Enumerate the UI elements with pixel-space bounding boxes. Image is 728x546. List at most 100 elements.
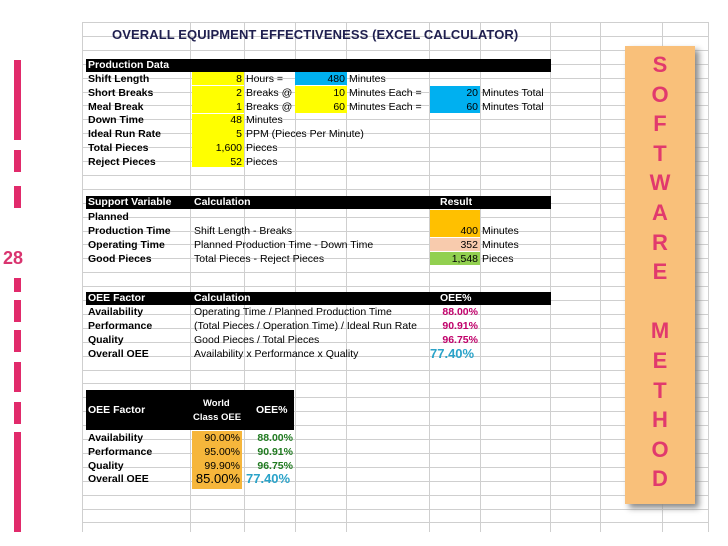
banner-letter: F (653, 111, 667, 137)
production-unit-2: Minutes Each = (349, 86, 422, 99)
support-result: 1,548 (451, 252, 478, 265)
grid-row-line (82, 22, 708, 23)
production-value-3: 60 (466, 100, 478, 113)
world-factor-label: Availability (88, 432, 144, 444)
world-factor-label: Performance (88, 445, 153, 458)
support-result: 400 (460, 225, 478, 237)
production-value-3: 20 (466, 86, 478, 99)
banner-letter: O (651, 81, 669, 107)
grid-col-line (82, 22, 83, 532)
fill-break-total (430, 86, 480, 113)
grid-row-line (82, 49, 708, 51)
production-value: 2 (236, 86, 242, 99)
grid-row-line (82, 327, 708, 329)
left-accent-bar-3 (14, 186, 21, 208)
support-unit: Pieces (482, 252, 514, 265)
fill-shift-minutes (295, 72, 347, 85)
oee-percent: 96.75% (442, 333, 478, 346)
production-unit-2: Minutes Each = (349, 100, 422, 113)
production-unit: Pieces (246, 142, 278, 154)
grid-row-line (82, 397, 708, 399)
world-class-header-1: World (203, 398, 230, 409)
support-result: 352 (460, 238, 478, 251)
grid-row-line (82, 286, 708, 288)
oee-factor-header: OEE Factor (88, 292, 146, 304)
production-header-bar: Production Data (86, 59, 551, 72)
oee-percent: 88.00% (442, 306, 478, 318)
support-label: Operating Time (88, 238, 165, 251)
grid-row-line (82, 35, 708, 37)
grid-col-line (190, 22, 191, 532)
grid-row-line (82, 341, 708, 343)
grid-col-line (600, 22, 601, 532)
support-result-header: Result (440, 196, 473, 208)
production-value-2: 480 (327, 73, 345, 85)
oee-factor-label: Availability (88, 306, 144, 318)
grid-row-line (82, 188, 708, 190)
grid-row-line (82, 161, 708, 162)
support-calculation-header: Calculation (194, 196, 251, 208)
production-unit: Minutes (246, 114, 283, 127)
left-accent-bar-8 (14, 402, 21, 424)
world-oee-value: 90.91% (257, 445, 293, 458)
grid-row-line (82, 313, 708, 315)
world-class-overall: 85.00% (195, 471, 240, 486)
grid-row-line (82, 411, 708, 413)
fill-good-pieces (430, 252, 480, 265)
production-value: 1 (236, 100, 242, 113)
left-accent-bar-4 (14, 278, 21, 292)
support-calculation: Planned Production Time - Down Time (194, 238, 374, 251)
banner-letter: E (652, 259, 668, 285)
support-unit: Minutes (482, 225, 519, 237)
grid-row-line (82, 244, 708, 246)
oee-factor-label: Overall OEE (88, 348, 149, 360)
grid-row-line (82, 174, 708, 176)
grid-row-line (82, 480, 708, 482)
world-factor-label: Overall OEE (88, 473, 149, 485)
banner-letter: H (652, 407, 668, 433)
world-oee-value: 88.00% (257, 432, 293, 444)
support-planned-label: Planned (88, 211, 129, 223)
support-variable-header: Support Variable (88, 196, 172, 208)
grid-row-line (82, 452, 708, 454)
grid-row-line (82, 466, 708, 468)
production-label: Ideal Run Rate (88, 128, 161, 141)
overall-oee-percent: 77.40% (430, 346, 475, 361)
banner-letter: W (649, 170, 671, 196)
fill-shift-length (192, 72, 244, 85)
grid-col-line (429, 22, 430, 532)
page-number: 28 (3, 248, 24, 268)
production-unit-3: Minutes Total (482, 86, 544, 99)
grid-col-line (244, 22, 245, 532)
world-class-value: 95.00% (204, 445, 240, 458)
grid-col-line (480, 22, 481, 532)
world-class-value: 99.90% (204, 459, 240, 472)
production-unit: Hours = (246, 73, 284, 85)
grid-col-line (346, 22, 347, 532)
grid-row-line (82, 230, 708, 232)
left-accent-bar-1 (14, 60, 21, 140)
support-unit: Minutes (482, 238, 519, 251)
support-calculation: Total Pieces - Reject Pieces (194, 252, 325, 265)
left-accent-bar-2 (14, 150, 21, 172)
support-label: Production Time (88, 225, 171, 237)
support-calculation: Shift Length - Breaks (194, 225, 293, 237)
production-unit: PPM (Pieces Per Minute) (246, 128, 364, 141)
banner-letter: M (650, 318, 670, 344)
fill-planned-time (430, 210, 480, 237)
world-oee-value: 96.75% (257, 459, 293, 472)
oee-calculation: Operating Time / Planned Production Time (194, 306, 392, 318)
grid-row-line (82, 77, 708, 79)
fill-down-time (192, 114, 244, 167)
left-accent-bar-6 (14, 330, 21, 352)
production-value: 52 (230, 155, 242, 168)
fill-break-minutes (295, 86, 347, 113)
grid-row-line (82, 119, 708, 121)
grid-row-line (82, 258, 708, 260)
production-label: Shift Length (88, 73, 150, 85)
production-unit: Breaks @ (246, 100, 293, 113)
production-value-2: 60 (333, 100, 345, 113)
oee-calculation: Good Pieces / Total Pieces (194, 333, 320, 346)
world-oee-header: OEE% (256, 404, 288, 416)
banner-letter: D (652, 466, 668, 492)
